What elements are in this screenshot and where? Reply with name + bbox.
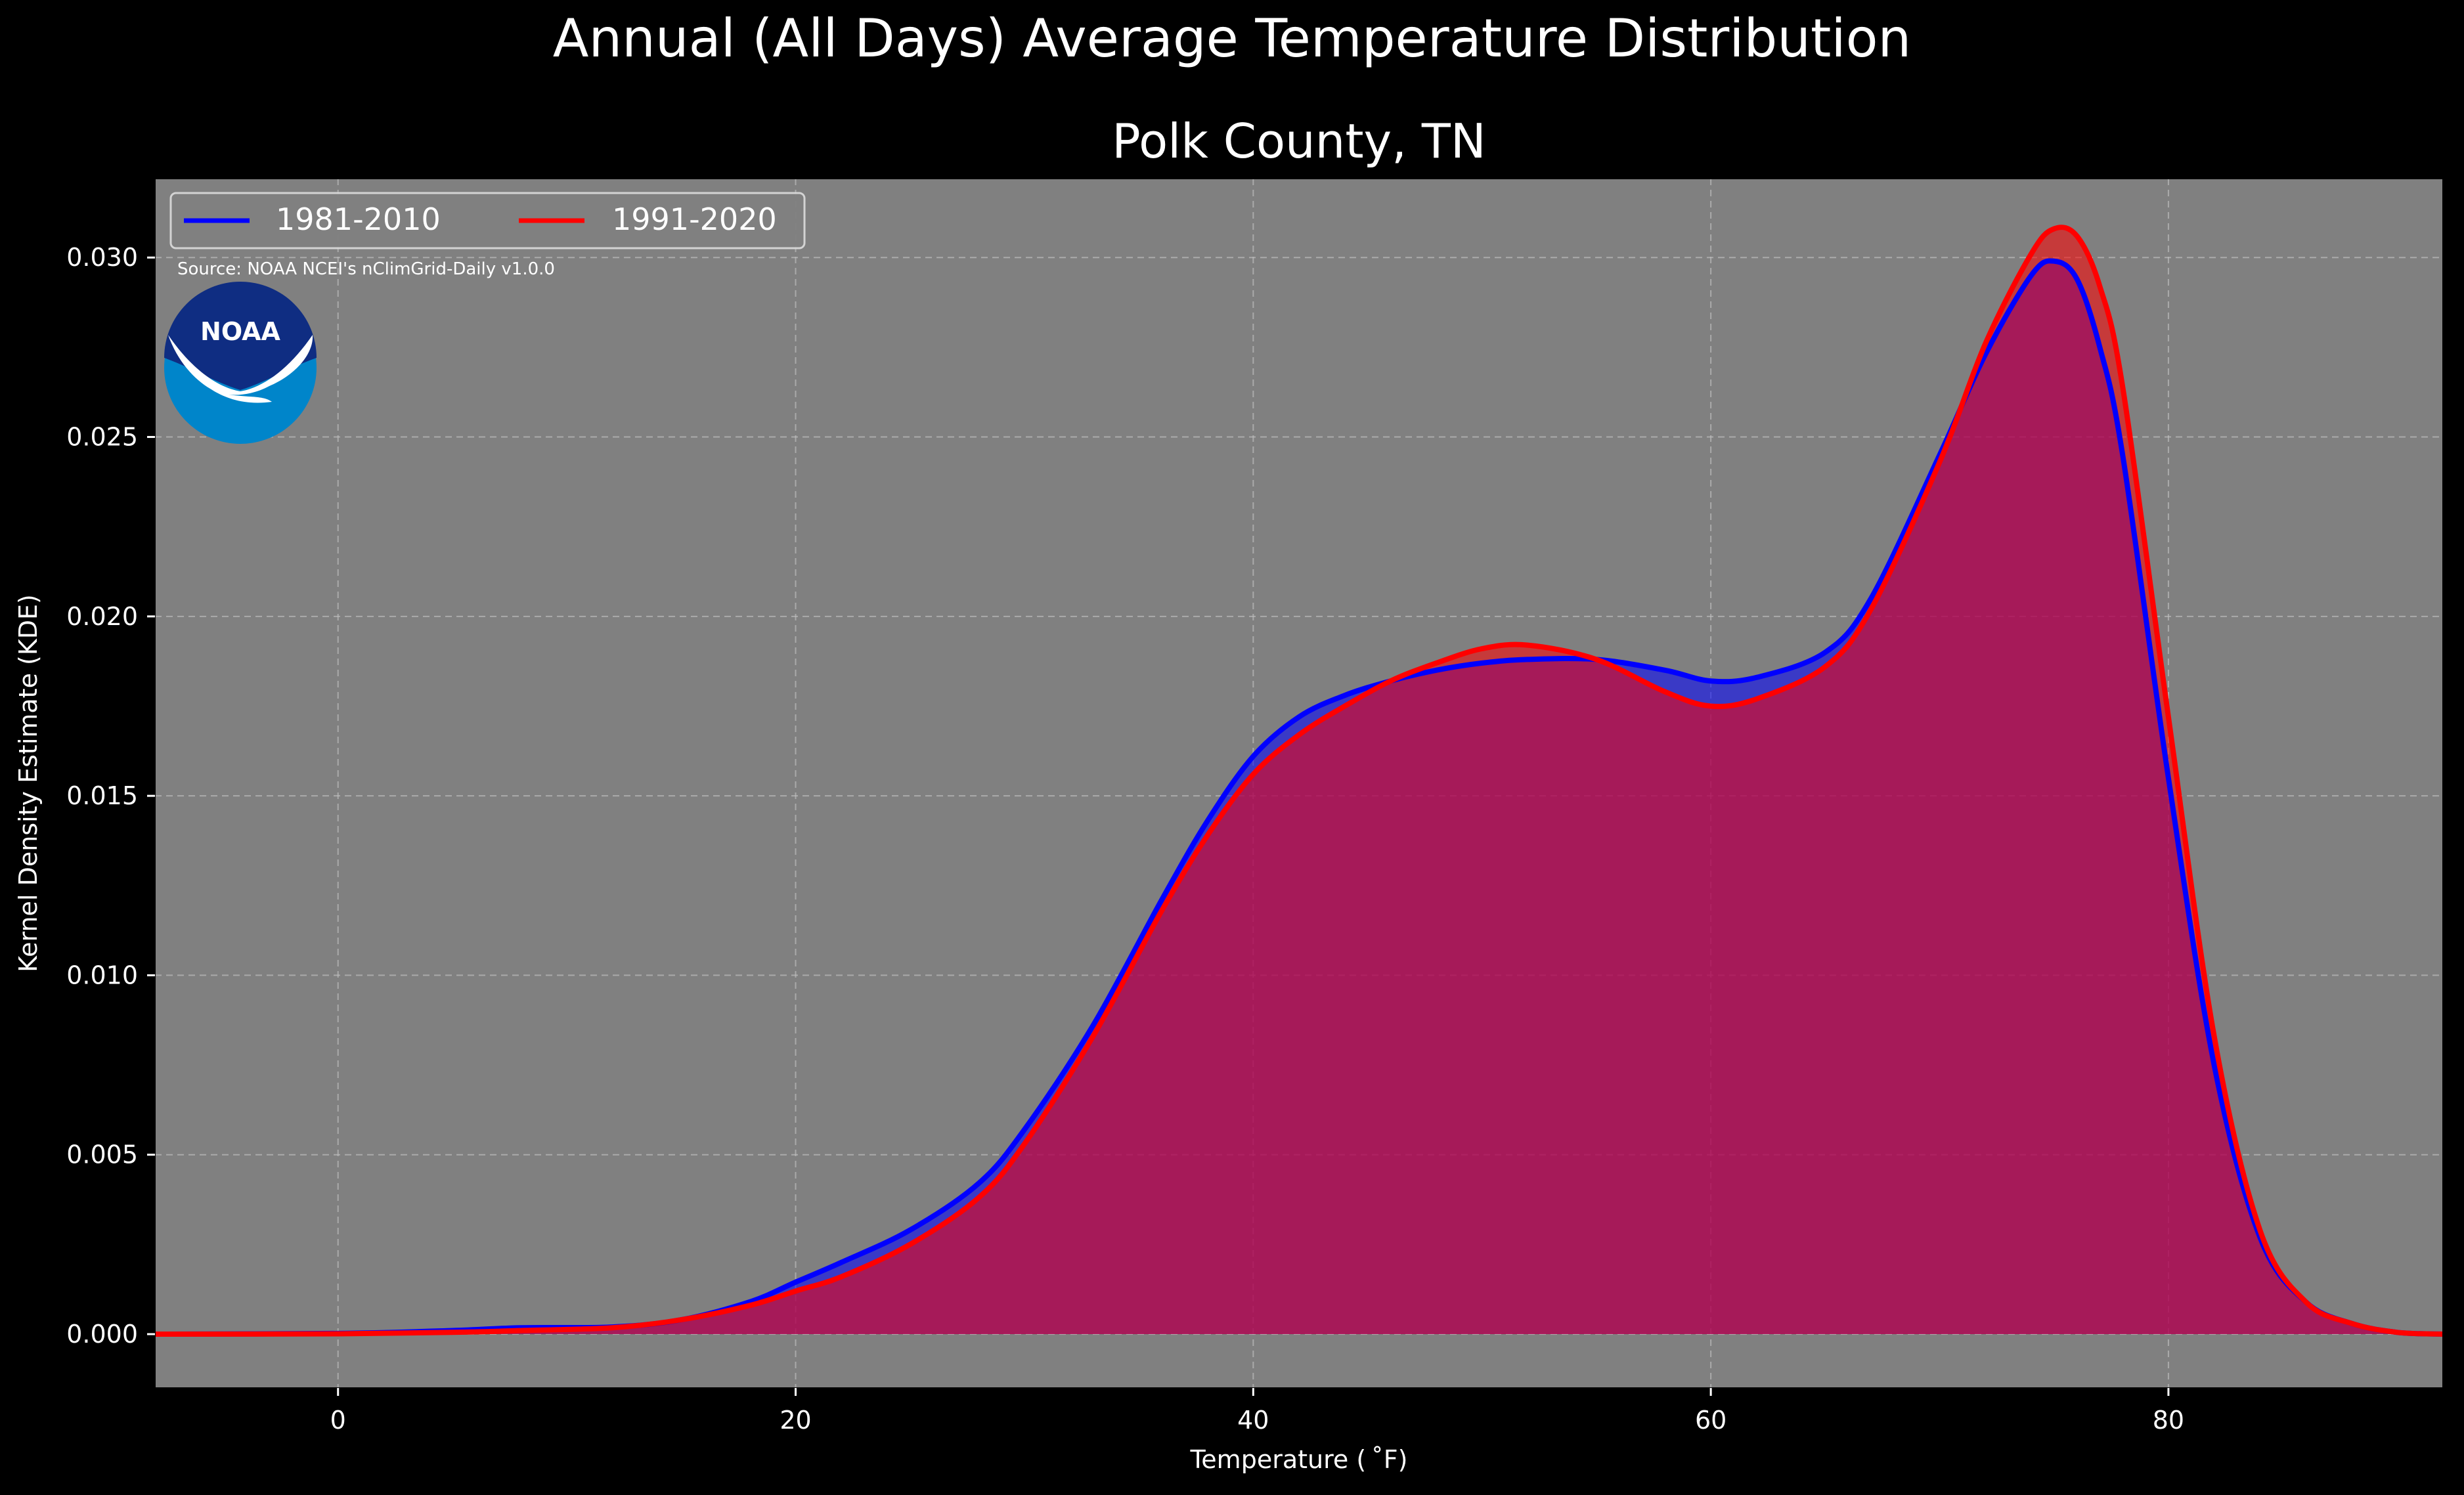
noaa-logo: NOAA — [164, 282, 317, 444]
x-axis-label: Temperature ( ˚F) — [1190, 1445, 1408, 1474]
source-note: Source: NOAA NCEI's nClimGrid-Daily v1.0… — [177, 259, 555, 279]
legend-label-1991-2020: 1991-2020 — [612, 202, 777, 237]
legend: 1981-2010 1991-2020 — [169, 192, 806, 249]
y-tick-label: 0.005 — [66, 1140, 138, 1169]
series-line-1981-2010 — [154, 258, 2444, 1337]
y-tick-label: 0.000 — [66, 1320, 138, 1349]
x-tick-label: 40 — [1237, 1406, 1269, 1435]
y-tick-label: 0.010 — [66, 961, 138, 989]
y-tick-label: 0.025 — [66, 423, 138, 452]
chart-subtitle: Polk County, TN — [1112, 114, 1486, 169]
series-fill-1991-2020 — [155, 227, 2443, 1334]
series-fills — [155, 227, 2443, 1334]
x-tick-label: 0 — [330, 1406, 346, 1435]
chart-title: Annual (All Days) Average Temperature Di… — [553, 8, 1911, 69]
x-tick-label: 60 — [1695, 1406, 1727, 1435]
y-axis-label: Kernel Density Estimate (KDE) — [14, 594, 43, 972]
legend-label-1981-2010: 1981-2010 — [276, 202, 441, 237]
y-tick-label: 0.020 — [66, 602, 138, 631]
series-lines — [154, 225, 2444, 1337]
plot-frame — [154, 178, 2444, 1389]
series-line-1991-2020 — [154, 225, 2444, 1337]
x-axis-ticks: 0 20 40 60 80 — [330, 1388, 2184, 1435]
y-tick-label: 0.030 — [66, 243, 138, 272]
legend-box — [169, 192, 806, 249]
x-tick-label: 20 — [780, 1406, 811, 1435]
y-tick-label: 0.015 — [66, 781, 138, 810]
noaa-logo-text: NOAA — [200, 317, 280, 346]
y-axis-ticks: 0.000 0.005 0.010 0.015 0.020 0.025 0.030 — [66, 243, 155, 1349]
x-tick-label: 80 — [2153, 1406, 2184, 1435]
